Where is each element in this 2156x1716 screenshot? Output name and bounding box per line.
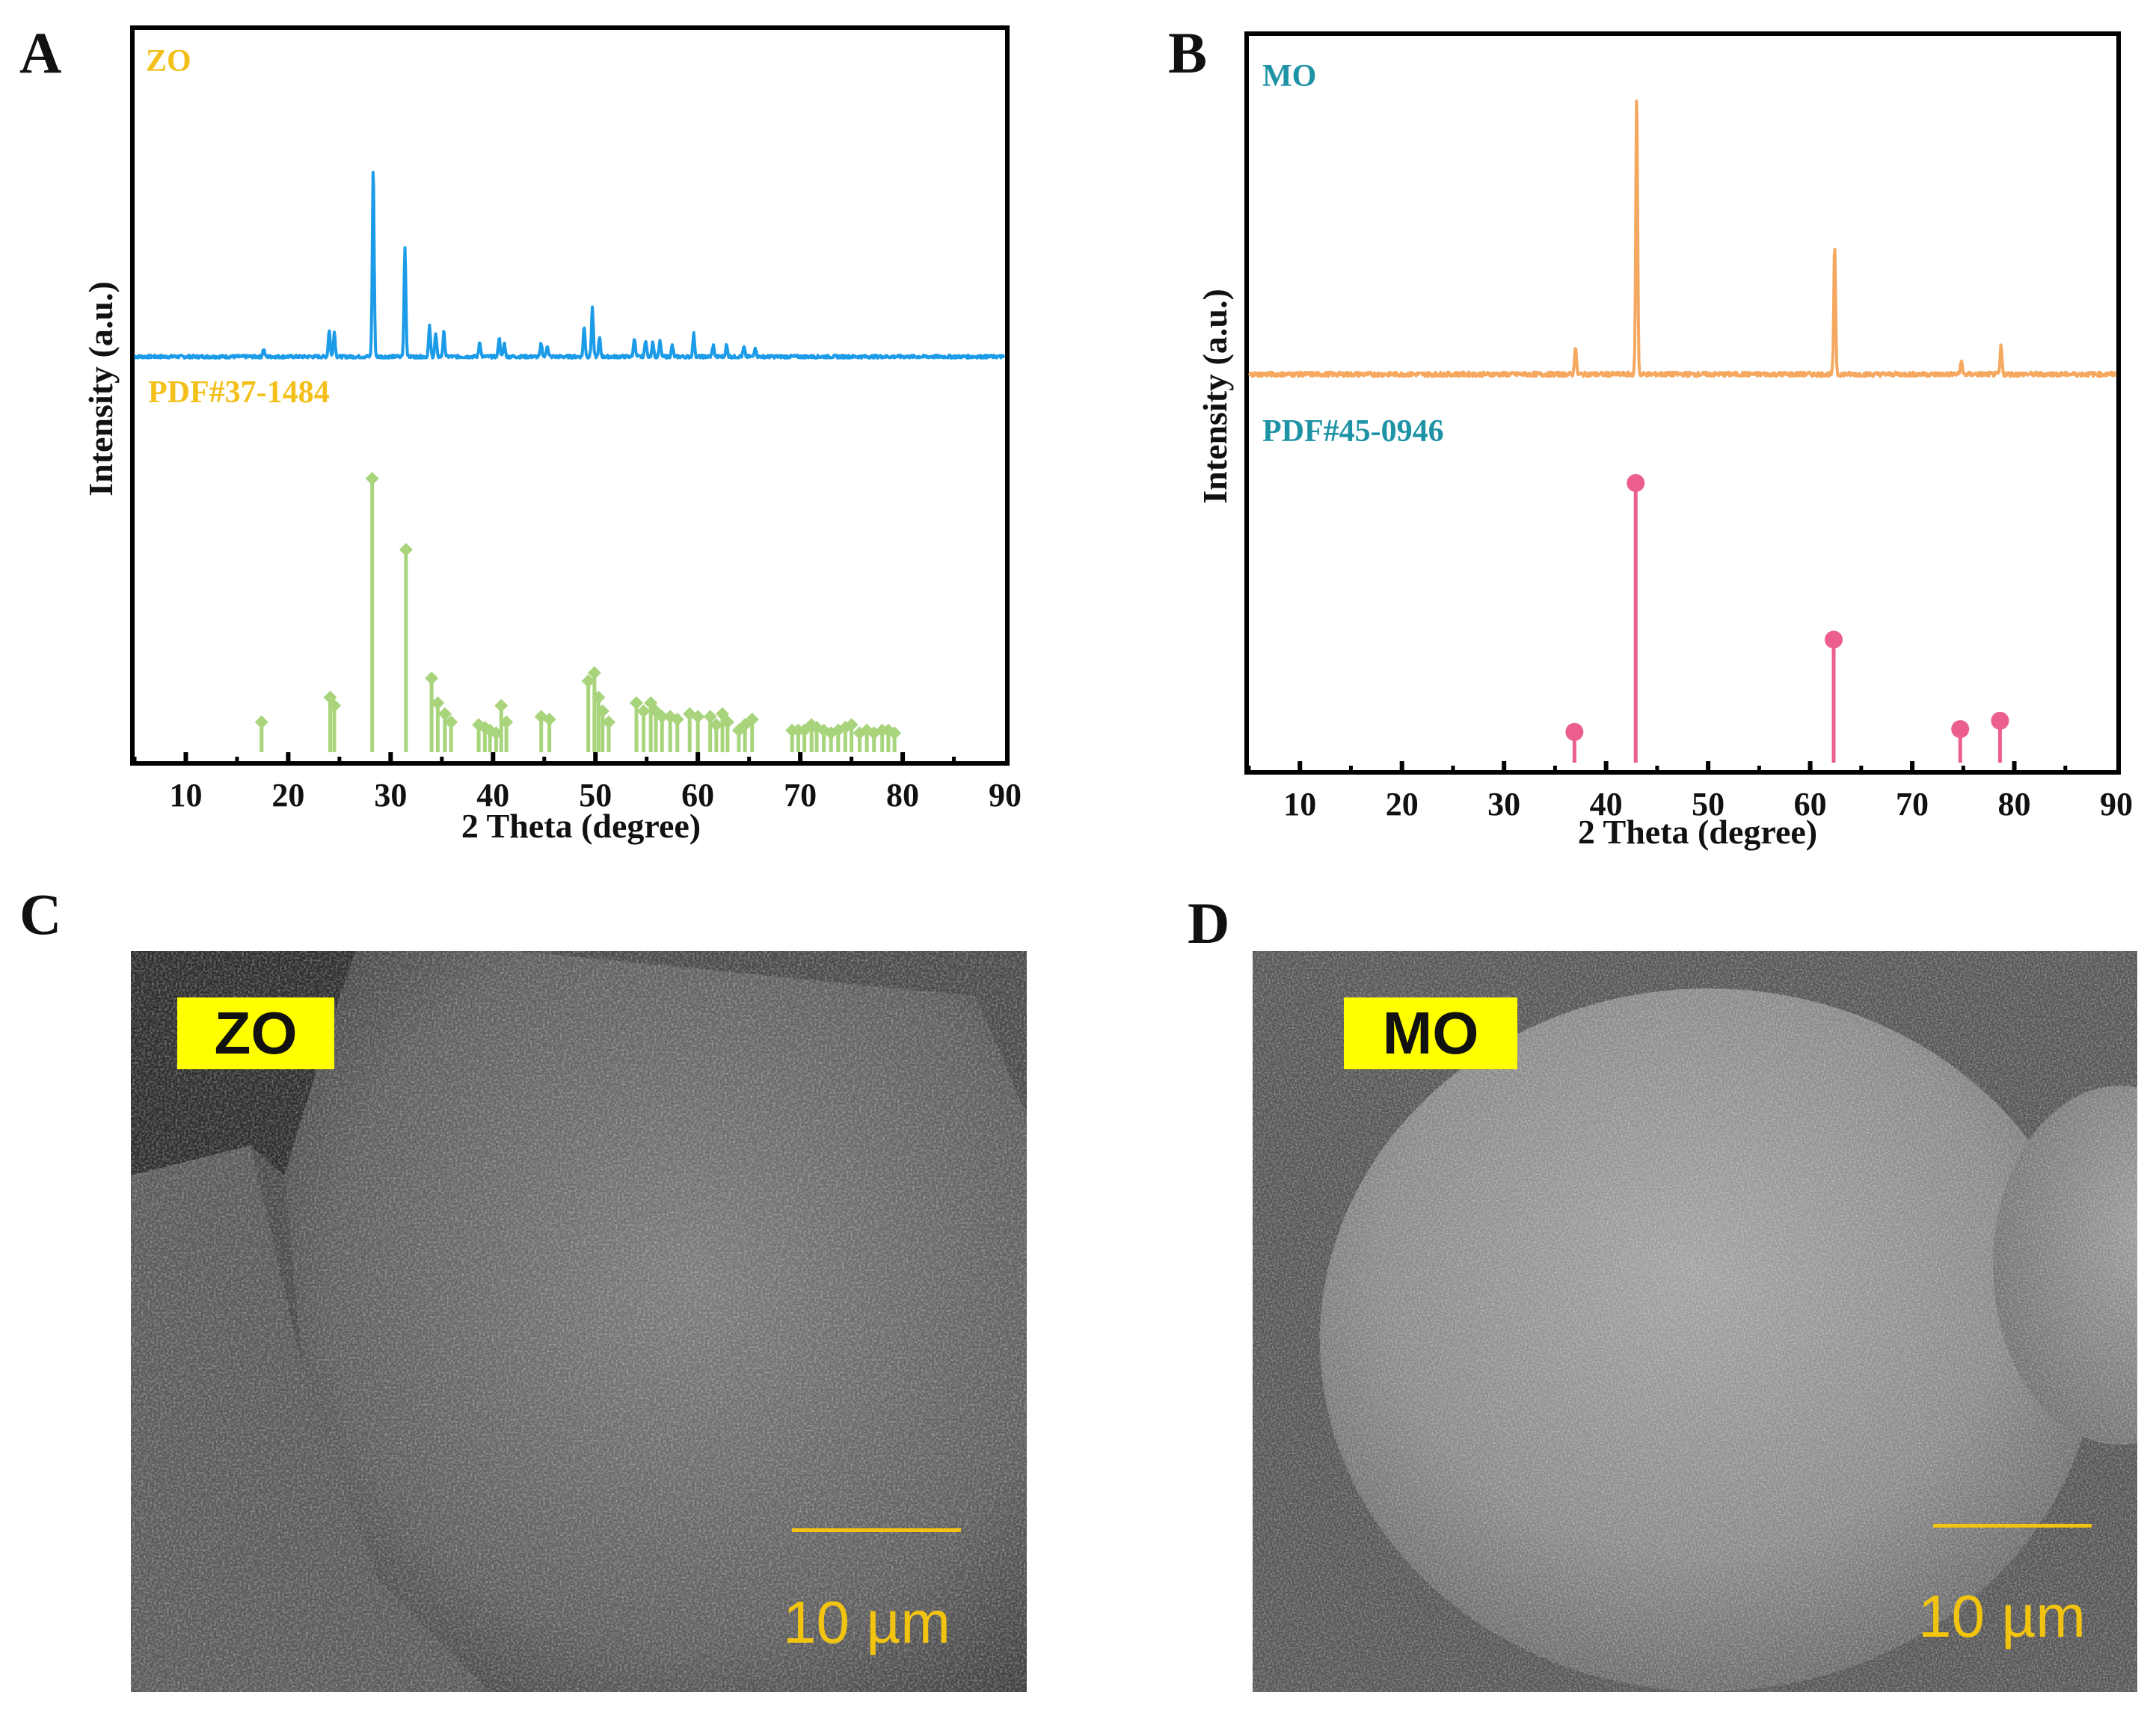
ref-peak-marker-20	[595, 704, 609, 719]
ref-peak-marker-34	[720, 715, 734, 729]
ref-peak-marker-19	[592, 690, 606, 704]
scale-bar-zo	[792, 1528, 961, 1532]
ref-peak-marker-32	[709, 718, 723, 732]
sem-image-mo: MO 10 µm	[1253, 951, 2137, 1692]
ref-peak-marker-31	[703, 710, 717, 724]
ref-peak-marker-4	[1991, 711, 2009, 730]
scale-text-mo: 10 µm	[1918, 1583, 2086, 1649]
ref-peak-marker-0	[1565, 722, 1584, 741]
x-axis-label-a: 2 Theta (degree)	[461, 807, 701, 845]
series-label-mo: MO	[1262, 59, 1316, 93]
x-tick-label-20: 20	[271, 777, 304, 814]
x-tick-label-10: 10	[169, 777, 202, 814]
ref-peak-marker-0	[254, 715, 268, 729]
x-tick-label-30: 30	[374, 777, 407, 814]
panel-letter-d: D	[1188, 891, 1230, 956]
sem-texture-zo	[131, 951, 1027, 1692]
x-tick-label-50: 50	[579, 777, 612, 814]
ref-peak-marker-18	[587, 665, 601, 680]
x-tick-label-80: 80	[886, 777, 919, 814]
x-axis-label-b: 2 Theta (degree)	[1578, 813, 1817, 851]
scale-bar-mo	[1933, 1524, 2092, 1528]
x-tick-label-60: 60	[1794, 786, 1827, 822]
ref-peak-marker-4	[399, 543, 413, 557]
ref-peak-marker-47	[844, 718, 859, 732]
scale-text-zo: 10 µm	[783, 1589, 950, 1655]
x-tick-label-60: 60	[681, 777, 714, 814]
ref-peak-marker-3	[365, 472, 379, 485]
ref-peak-marker-5	[425, 671, 439, 686]
series-label-pdf-45-0946: PDF#45-0946	[1262, 414, 1444, 449]
ref-peak-marker-2	[1824, 630, 1843, 649]
ref-peak-marker-2	[328, 698, 342, 713]
plot-frame-b	[1244, 31, 2121, 775]
panel-letter-a: A	[19, 20, 62, 85]
ref-peak-marker-8	[444, 715, 458, 729]
ref-peak-marker-1	[1627, 474, 1645, 492]
plot-frame-a	[130, 25, 1010, 766]
ref-peak-marker-53	[888, 726, 902, 740]
x-tick-label-50: 50	[1692, 786, 1725, 822]
panel-letter-c: C	[19, 882, 62, 947]
panel-letter-b: B	[1168, 20, 1208, 85]
x-tick-label-90: 90	[2100, 786, 2133, 822]
ref-peak-marker-13	[494, 698, 509, 713]
x-tick-label-40: 40	[476, 777, 509, 814]
x-tick-label-70: 70	[784, 777, 817, 814]
ref-peak-marker-3	[1951, 720, 1970, 739]
sem-image-zo: ZO 10 µm	[131, 951, 1027, 1692]
x-tick-label-40: 40	[1590, 786, 1623, 822]
xrd-chart-b: 10 20 30 40 50 60 70 80 90 MO PDF#45-0946 2 Thet…	[1196, 31, 2133, 851]
ref-peak-marker-26	[655, 710, 669, 724]
ref-peak-marker-23	[636, 704, 651, 719]
ref-peak-marker-16	[542, 713, 556, 727]
series-label-pdf-37-1484: PDF#37-1484	[148, 375, 330, 410]
y-axis-label-a: Intensity (a.u.)	[82, 281, 120, 496]
ref-peak-marker-37	[745, 713, 759, 727]
pattern-line-zo	[133, 170, 1006, 360]
ref-peak-marker-42	[810, 721, 824, 735]
ref-peak-marker-30	[691, 710, 705, 724]
x-tick-label-90: 90	[989, 777, 1022, 814]
ref-peak-marker-17	[581, 674, 595, 688]
sem-texture-mo	[1253, 951, 2137, 1692]
ref-peak-marker-14	[500, 715, 514, 729]
x-tick-label-30: 30	[1487, 786, 1520, 822]
ref-peak-marker-6	[431, 696, 445, 710]
y-axis-label-b: Intensity (a.u.)	[1196, 289, 1234, 504]
xrd-chart-a: 10 20 30 40 50 60 70 80 90 ZO PDF#37-1484 2 Thet…	[82, 25, 1022, 845]
x-tick-label-70: 70	[1896, 786, 1929, 822]
pattern-line-mo	[1247, 99, 2117, 378]
x-tick-label-20: 20	[1386, 786, 1419, 822]
series-label-zo: ZO	[146, 44, 191, 79]
x-tick-label-80: 80	[1998, 786, 2031, 822]
ref-peak-marker-7	[437, 707, 452, 721]
sem-label-zo: ZO	[177, 997, 334, 1069]
ref-peak-marker-28	[670, 713, 684, 727]
ref-peak-marker-21	[602, 715, 616, 729]
sem-label-mo: MO	[1344, 997, 1517, 1069]
ref-peak-marker-22	[630, 696, 644, 710]
x-tick-label-10: 10	[1283, 786, 1316, 822]
